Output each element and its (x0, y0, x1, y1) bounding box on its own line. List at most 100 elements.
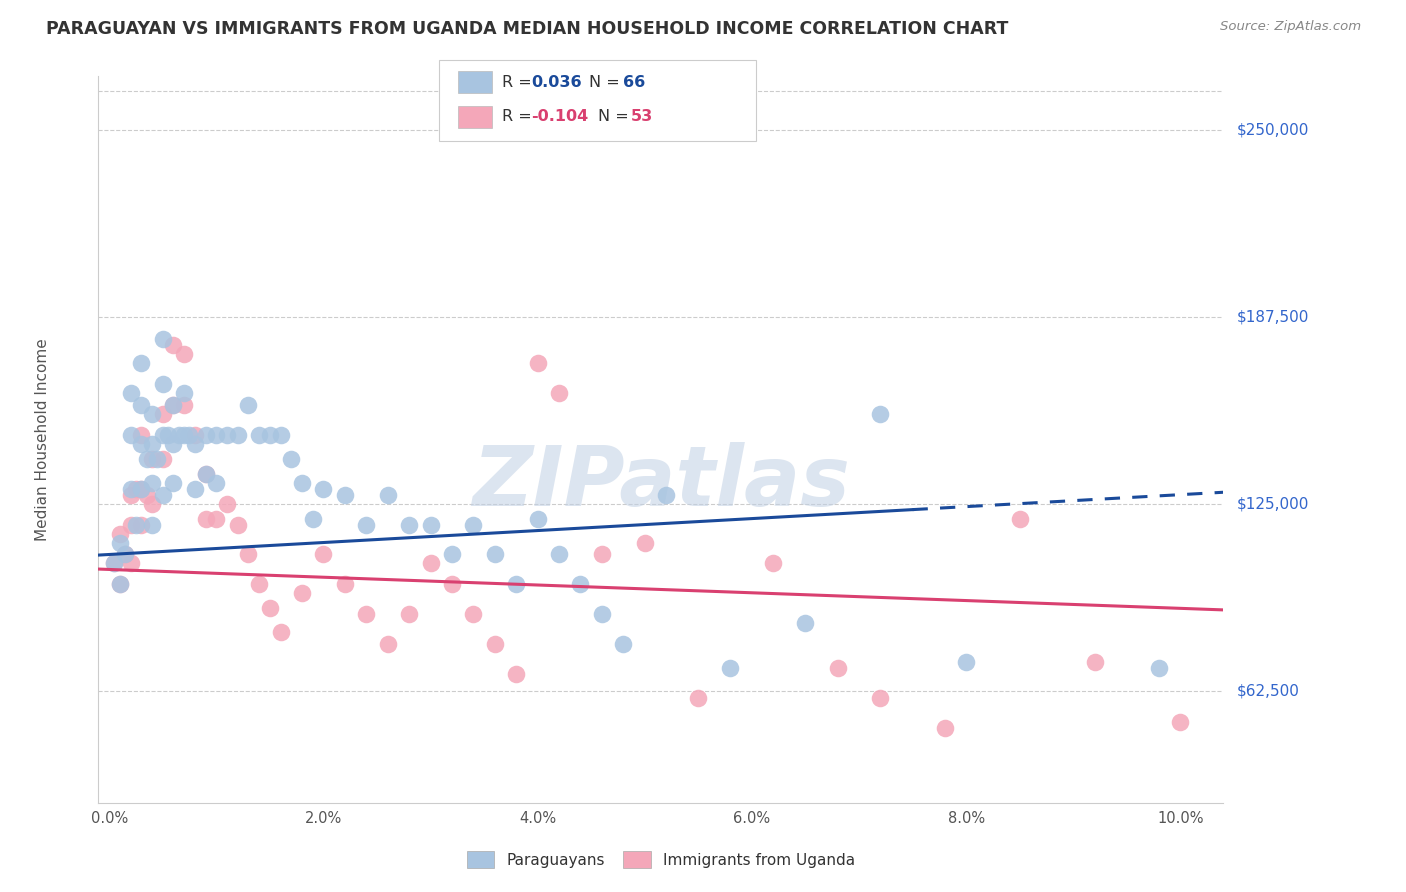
Point (114, 548, 136, 562)
Point (688, 691, 710, 706)
Point (120, 427, 142, 442)
Point (135, 488, 157, 502)
Point (312, 482, 335, 496)
Point (301, 511, 323, 525)
Point (152, 451, 174, 466)
Point (173, 347, 195, 361)
Point (120, 557, 142, 571)
Point (419, 517, 441, 532)
Point (162, 338, 184, 352)
Point (398, 607, 420, 622)
Point (152, 407, 174, 421)
Point (141, 475, 163, 490)
Point (270, 427, 292, 442)
Point (291, 475, 314, 490)
Point (955, 655, 977, 669)
Point (125, 517, 148, 532)
Point (184, 427, 207, 442)
Point (440, 548, 463, 562)
Point (333, 577, 356, 591)
Point (377, 637, 399, 651)
Point (205, 475, 228, 490)
Point (377, 488, 399, 502)
Point (505, 577, 527, 591)
Point (354, 607, 377, 622)
Point (129, 398, 152, 412)
Point (184, 437, 207, 451)
Point (226, 517, 249, 532)
Text: R =: R = (502, 110, 537, 124)
Point (194, 467, 217, 481)
Point (484, 548, 506, 562)
Point (152, 376, 174, 391)
Point (125, 482, 148, 496)
Text: ZIPatlas: ZIPatlas (472, 442, 849, 524)
Point (794, 616, 817, 631)
Point (141, 451, 163, 466)
Point (173, 398, 195, 412)
Point (1084, 655, 1107, 669)
Point (194, 427, 217, 442)
Point (548, 386, 571, 401)
Point (129, 356, 152, 370)
Point (184, 482, 207, 496)
Text: $187,500: $187,500 (1237, 310, 1309, 324)
Point (108, 535, 131, 549)
Point (354, 517, 377, 532)
Point (141, 407, 163, 421)
Point (280, 451, 302, 466)
Text: N =: N = (598, 110, 634, 124)
Text: PARAGUAYAN VS IMMIGRANTS FROM UGANDA MEDIAN HOUSEHOLD INCOME CORRELATION CHART: PARAGUAYAN VS IMMIGRANTS FROM UGANDA MED… (46, 20, 1008, 37)
Text: R =: R = (502, 75, 537, 89)
Text: $125,000: $125,000 (1237, 496, 1309, 511)
Point (108, 577, 131, 591)
Point (291, 586, 314, 600)
Text: Source: ZipAtlas.com: Source: ZipAtlas.com (1220, 20, 1361, 33)
Point (162, 475, 184, 490)
Point (162, 398, 184, 412)
Point (827, 661, 849, 675)
Point (157, 427, 180, 442)
Point (205, 511, 228, 525)
Point (141, 517, 163, 532)
Point (526, 356, 548, 370)
Point (194, 467, 217, 481)
Point (484, 637, 506, 651)
Text: 53: 53 (631, 110, 654, 124)
Point (398, 517, 420, 532)
Point (108, 577, 131, 591)
Point (1147, 661, 1170, 675)
Point (108, 526, 131, 541)
Text: 0.036: 0.036 (531, 75, 582, 89)
Point (333, 488, 356, 502)
Point (762, 557, 785, 571)
Point (238, 398, 260, 412)
Point (312, 548, 335, 562)
Point (162, 398, 184, 412)
Text: $250,000: $250,000 (1237, 122, 1309, 137)
Point (152, 332, 174, 346)
Point (869, 407, 891, 421)
Point (259, 601, 281, 615)
Point (505, 667, 527, 681)
Point (129, 517, 152, 532)
Point (1008, 511, 1031, 525)
Point (869, 691, 891, 706)
Point (173, 427, 195, 442)
Point (215, 497, 238, 511)
Point (247, 577, 270, 591)
Point (215, 427, 238, 442)
Point (655, 488, 678, 502)
Point (526, 511, 548, 525)
Point (129, 482, 152, 496)
Point (569, 577, 592, 591)
Point (934, 721, 956, 735)
Text: 66: 66 (623, 75, 645, 89)
Text: Median Household Income: Median Household Income (35, 338, 49, 541)
Text: -0.104: -0.104 (531, 110, 589, 124)
Point (129, 427, 152, 442)
Point (120, 517, 142, 532)
Point (120, 386, 142, 401)
Point (141, 497, 163, 511)
Point (173, 386, 195, 401)
